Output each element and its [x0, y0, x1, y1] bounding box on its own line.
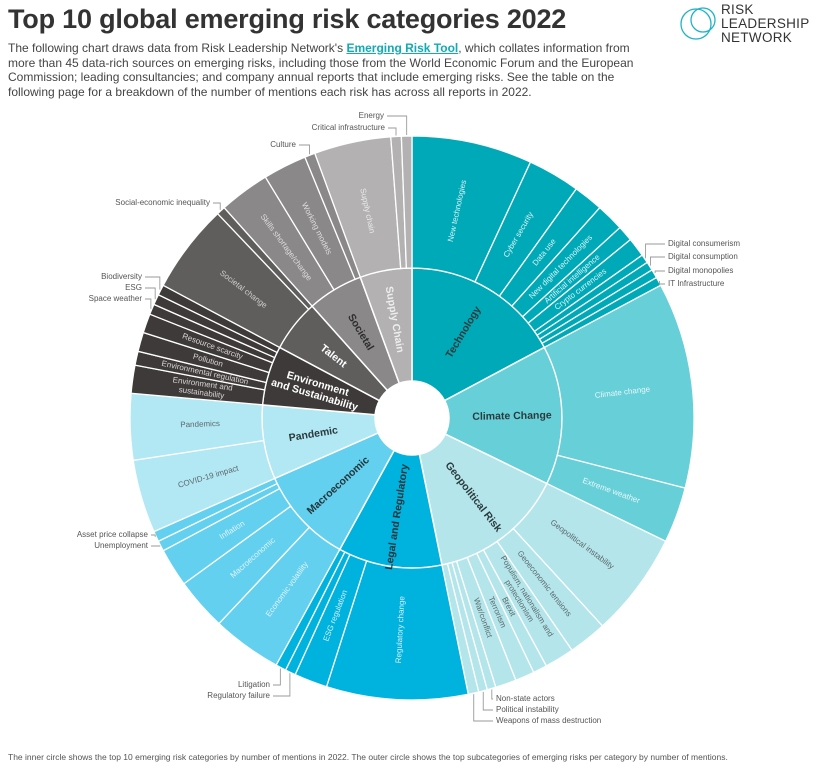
intro-text-before: The following chart draws data from Risk…: [8, 41, 347, 55]
callout-label-esg: ESG: [125, 283, 142, 292]
leader-line-space-weather: [145, 298, 152, 309]
leader-line-critical-infrastructure: [388, 127, 397, 136]
leader-line-digital-consumption: [650, 256, 665, 266]
callout-label-energy: Energy: [359, 111, 384, 120]
leader-line-political-instability: [482, 691, 493, 711]
logo-line-2: LEADERSHIP: [721, 16, 810, 31]
emerging-risk-tool-link[interactable]: Emerging Risk Tool: [346, 41, 459, 55]
callout-label-non-state-actors: Non-state actors: [496, 694, 555, 703]
callout-label-space-weather: Space weather: [89, 294, 143, 303]
leader-line-asset-price-collapse: [151, 534, 156, 537]
callout-label-digital-monopolies: Digital monopolies: [668, 266, 733, 275]
center-hole: [375, 381, 449, 455]
leader-line-biodiversity: [145, 276, 161, 290]
callout-label-biodiversity: Biodiversity: [101, 272, 142, 281]
callout-label-critical-infrastructure: Critical infrastructure: [312, 123, 386, 132]
callout-label-social-economic-inequality: Social-economic inequality: [115, 198, 210, 207]
category-label-climate-change: Climate Change: [472, 409, 552, 422]
callout-label-digital-consumerism: Digital consumerism: [668, 239, 740, 248]
callout-label-political-instability: Political instability: [496, 705, 559, 714]
subcategory-label-regulatory-change: Regulatory change: [394, 595, 407, 663]
leader-line-it-infrastructure: [659, 280, 665, 285]
logo-wordmark: RISK LEADERSHIP NETWORK: [721, 3, 810, 45]
leader-line-esg: [145, 287, 156, 300]
page-title: Top 10 global emerging risk categories 2…: [8, 4, 567, 34]
risk-leadership-network-logo: RISK LEADERSHIP NETWORK: [676, 2, 821, 46]
logo-rings-icon: [680, 7, 716, 40]
logo-line-1: RISK: [721, 2, 754, 17]
leader-line-non-state-actors: [491, 689, 493, 700]
logo-line-3: NETWORK: [721, 30, 793, 45]
callout-label-weapons-of-mass-destruction: Weapons of mass destruction: [496, 716, 601, 725]
callout-label-litigation: Litigation: [238, 680, 270, 689]
leader-line-digital-consumerism: [645, 243, 665, 259]
callout-label-regulatory-failure: Regulatory failure: [207, 691, 270, 700]
intro-text-after: , which collates information from more t…: [8, 41, 634, 99]
subcategory-label-pandemics: Pandemics: [180, 419, 220, 429]
callout-label-it-infrastructure: IT Infrastructure: [668, 279, 725, 288]
leader-line-weapons-of-mass-destruction: [473, 694, 493, 722]
leader-line-culture: [299, 144, 310, 155]
callout-label-unemployment: Unemployment: [94, 541, 149, 550]
intro-paragraph: The following chart draws data from Risk…: [8, 41, 640, 99]
leader-line-digital-monopolies: [654, 270, 665, 274]
chart-footnote: The inner circle shows the top 10 emergi…: [8, 752, 728, 762]
leader-line-social-economic-inequality: [213, 202, 221, 210]
leader-line-litigation: [273, 668, 281, 686]
leader-line-energy: [387, 115, 408, 136]
leader-line-regulatory-failure: [273, 673, 291, 697]
callout-label-culture: Culture: [270, 140, 296, 149]
callout-label-digital-consumption: Digital consumption: [668, 252, 738, 261]
subcategory-segment-energy[interactable]: [400, 135, 413, 269]
callout-label-asset-price-collapse: Asset price collapse: [77, 530, 149, 539]
